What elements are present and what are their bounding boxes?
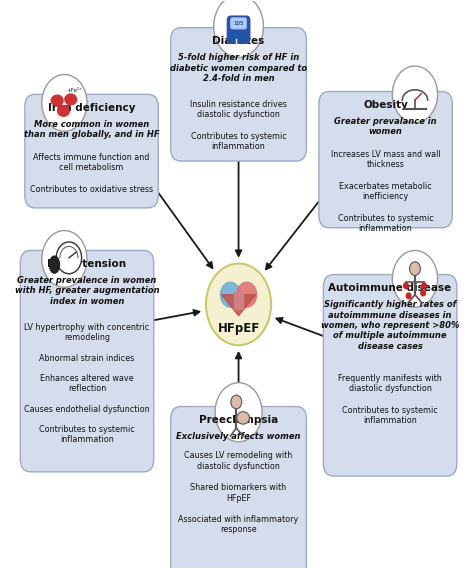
Text: Exclusively affects women: Exclusively affects women — [176, 432, 301, 441]
Circle shape — [421, 290, 425, 296]
Text: Obesity: Obesity — [363, 100, 408, 110]
Text: Increases LV mass and wall
thickness: Increases LV mass and wall thickness — [331, 150, 440, 170]
Text: Abnormal strain indices: Abnormal strain indices — [39, 354, 135, 364]
Circle shape — [56, 242, 82, 274]
Circle shape — [42, 230, 87, 287]
Circle shape — [42, 75, 87, 131]
FancyBboxPatch shape — [171, 28, 306, 161]
Ellipse shape — [58, 105, 69, 116]
FancyBboxPatch shape — [230, 18, 246, 29]
Circle shape — [231, 395, 242, 409]
Circle shape — [406, 293, 411, 299]
FancyBboxPatch shape — [171, 406, 306, 569]
Text: Preeclampsia: Preeclampsia — [199, 415, 278, 425]
Circle shape — [237, 282, 256, 307]
Text: Insulin resistance drives
diastolic dysfunction: Insulin resistance drives diastolic dysf… — [190, 100, 287, 119]
Text: Greater prevalence in women
with HF, greater augmentation
index in women: Greater prevalence in women with HF, gre… — [15, 276, 159, 306]
Ellipse shape — [65, 94, 77, 105]
Text: Causes endothelial dysfunction: Causes endothelial dysfunction — [24, 405, 150, 414]
Text: +Fe²⁺: +Fe²⁺ — [66, 88, 82, 93]
Text: Autoimmune disease: Autoimmune disease — [328, 283, 452, 293]
Circle shape — [392, 66, 438, 123]
Text: Causes LV remodeling with
diastolic dysfunction: Causes LV remodeling with diastolic dysf… — [184, 451, 292, 471]
FancyBboxPatch shape — [25, 94, 158, 208]
Text: Contributes to oxidative stress: Contributes to oxidative stress — [30, 184, 153, 193]
Circle shape — [220, 282, 240, 307]
Circle shape — [214, 0, 264, 57]
Circle shape — [422, 283, 426, 288]
Text: 5-fold higher risk of HF in
diabetic women compared to
2.4-fold in men: 5-fold higher risk of HF in diabetic wom… — [170, 53, 307, 83]
Circle shape — [392, 250, 438, 307]
Text: Contributes to systemic
inflammation: Contributes to systemic inflammation — [342, 406, 438, 425]
FancyBboxPatch shape — [319, 92, 452, 228]
Circle shape — [404, 283, 408, 288]
Text: Hypertension: Hypertension — [47, 259, 127, 269]
Text: HFpEF: HFpEF — [218, 321, 260, 335]
FancyBboxPatch shape — [20, 250, 154, 472]
Text: Contributes to systemic
inflammation: Contributes to systemic inflammation — [191, 131, 286, 151]
Text: Shared biomarkers with
HFpEF: Shared biomarkers with HFpEF — [191, 483, 287, 502]
Text: Contributes to systemic
inflammation: Contributes to systemic inflammation — [39, 424, 135, 444]
Text: 105: 105 — [233, 21, 244, 26]
Text: Affects immune function and
cell metabolism: Affects immune function and cell metabol… — [33, 153, 150, 172]
Text: Iron deficiency: Iron deficiency — [48, 103, 135, 113]
Polygon shape — [221, 295, 256, 316]
Text: More common in women
than men globally, and in HF: More common in women than men globally, … — [24, 120, 159, 139]
FancyBboxPatch shape — [227, 16, 250, 43]
Text: Contributes to systemic
inflammation: Contributes to systemic inflammation — [337, 213, 433, 233]
Bar — [234, 292, 243, 309]
Text: Greater prevalance in
women: Greater prevalance in women — [334, 117, 437, 137]
Text: LV hypertrophy with concentric
remodeling: LV hypertrophy with concentric remodelin… — [25, 323, 150, 342]
Ellipse shape — [49, 256, 59, 273]
Ellipse shape — [51, 95, 63, 106]
Text: Associated with inflammatory
response: Associated with inflammatory response — [178, 515, 299, 534]
Text: Diabetes: Diabetes — [212, 36, 264, 46]
Circle shape — [215, 383, 262, 442]
Circle shape — [410, 262, 420, 275]
FancyBboxPatch shape — [323, 275, 457, 476]
Text: Frequently manifests with
diastolic dysfunction: Frequently manifests with diastolic dysf… — [338, 374, 442, 393]
Text: Significantly higher rates of
autoimmmune diseases in
women, who represent >80%
: Significantly higher rates of autoimmmun… — [321, 300, 459, 351]
Ellipse shape — [237, 411, 249, 424]
Text: Exacerbates metabolic
inefficiency: Exacerbates metabolic inefficiency — [339, 182, 432, 201]
Text: Enhances altered wave
reflection: Enhances altered wave reflection — [40, 374, 134, 393]
Circle shape — [206, 263, 271, 345]
